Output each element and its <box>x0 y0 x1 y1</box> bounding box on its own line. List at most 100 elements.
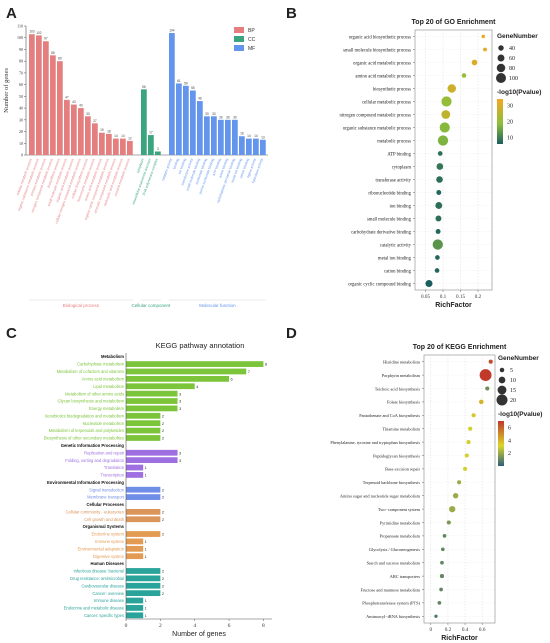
c-bar <box>126 368 247 375</box>
a-bar-value-label: 80 <box>58 57 62 61</box>
a-bar-value-label: 3 <box>157 147 159 151</box>
a-y-tick-label: 110 <box>17 24 23 29</box>
dot-point <box>463 466 468 471</box>
panel-label-a: A <box>6 5 17 22</box>
dot-term-label: organic acid biosynthetic process <box>349 35 411 40</box>
dot-term-label: nitrogen compound metabolic process <box>340 113 412 118</box>
dot-point <box>437 151 443 156</box>
c-x-tick-label: 6 <box>228 623 231 629</box>
dot-point <box>439 587 443 592</box>
dot-x-axis-title: RichFactor <box>435 302 472 309</box>
dot-color-legend-label: 4 <box>508 438 511 444</box>
dot-plot-frame <box>423 354 496 624</box>
dot-term-label: small molecule binding <box>367 217 412 222</box>
c-bar <box>126 390 178 397</box>
a-y-tick-label: 0 <box>21 153 23 158</box>
dot-size-legend-dot <box>497 385 507 395</box>
a-bar <box>225 119 231 155</box>
a-group-label: Molecular function <box>199 303 236 308</box>
dot-point <box>434 268 440 273</box>
c-bar-value-label: 7 <box>248 369 251 374</box>
dot-term-label: Starch and sucrose metabolism <box>367 561 421 566</box>
dot-point <box>441 96 452 107</box>
c-bar <box>126 590 161 597</box>
dot-point <box>485 386 490 391</box>
dot-term-label: Phosphotransferase system (PTS) <box>362 601 420 606</box>
a-bar-value-label: 18 <box>107 129 111 133</box>
a-category-label: ligase activity <box>246 158 257 179</box>
dot-point <box>425 279 433 288</box>
dot-size-legend-title: GeneNumber <box>497 33 538 40</box>
dot-point <box>449 505 456 513</box>
c-row-label: Energy metabolism <box>89 406 125 411</box>
a-category-label: cation binding <box>239 158 250 179</box>
a-bar <box>57 61 63 155</box>
dot-point <box>440 560 444 565</box>
a-bar <box>246 138 252 155</box>
a-y-tick-label: 70 <box>19 70 23 75</box>
dot-term-label: Propanoate metabolism <box>380 534 421 539</box>
a-bar-value-label: 33 <box>205 112 209 116</box>
dot-color-bar <box>497 99 503 144</box>
c-row-label: Glycan biosynthesis and metabolism <box>58 399 125 404</box>
dot-term-label: Two−component system <box>378 507 421 512</box>
a-bar-value-label: 33 <box>86 112 90 116</box>
dot-size-legend-dot <box>496 73 506 83</box>
dot-term-label: transferase activity <box>375 178 411 183</box>
c-row-label: Membrane transport <box>87 495 125 500</box>
a-category-label: ATP binding <box>212 158 222 177</box>
c-row-label: Cancer: specific types <box>84 613 124 618</box>
c-row-label: Metabolism of cofactors and vitamins <box>57 369 124 374</box>
c-row-label: Digestive system <box>93 554 125 559</box>
a-bar <box>127 140 133 155</box>
dot-term-label: ABC transporters <box>390 574 421 579</box>
a-bar-value-label: 104 <box>169 29 175 33</box>
panel-a-go-bar-chart: 0 10 20 30 40 50 60 70 80 90 100 110 Number of genes… <box>3 24 268 308</box>
a-bar-value-label: 40 <box>79 104 83 108</box>
a-legend-swatch <box>234 27 244 33</box>
a-category-label: binding <box>172 158 180 170</box>
a-bar-value-label: 46 <box>198 97 202 101</box>
dot-point <box>471 413 476 418</box>
c-bar-value-label: 2 <box>162 569 165 574</box>
c-bar-value-label: 4 <box>196 384 199 389</box>
a-bar-value-label: 61 <box>177 79 181 83</box>
c-bar <box>126 568 161 574</box>
dot-point <box>471 59 478 66</box>
c-bar <box>126 516 161 523</box>
a-bar <box>155 151 161 155</box>
dot-size-legend-dot <box>498 376 506 384</box>
c-bar-value-label: 2 <box>162 532 165 537</box>
dot-term-label: ribonucleotide binding <box>368 191 411 196</box>
dot-point <box>447 84 456 93</box>
c-bar <box>126 575 161 582</box>
dot-term-label: ion binding <box>390 204 412 209</box>
c-bar <box>126 383 195 390</box>
dot-point <box>442 534 447 538</box>
a-y-tick-label: 10 <box>19 141 23 146</box>
c-bar-value-label: 2 <box>162 517 165 522</box>
a-bar-value-label: 103 <box>29 30 35 34</box>
c-bar-value-label: 1 <box>145 606 148 611</box>
a-bar <box>92 123 98 155</box>
a-bar <box>113 138 119 155</box>
dot-term-label: Terpenoid backbone biosynthesis <box>363 480 421 485</box>
a-bar <box>78 108 84 155</box>
a-bar-value-label: 97 <box>44 37 48 41</box>
a-bar-value-label: 13 <box>261 135 265 139</box>
a-bar <box>64 99 70 155</box>
c-row-label: Cancer: overview <box>92 591 124 596</box>
dot-point <box>436 190 442 195</box>
c-bar-value-label: 1 <box>145 613 148 618</box>
dot-point <box>452 492 459 499</box>
c-row-label: Cell growth and death <box>84 517 125 522</box>
a-bar-value-label: 30 <box>226 115 230 119</box>
a-bar-value-label: 55 <box>191 86 195 90</box>
dot-term-label: Peptidoglycan biosynthesis <box>373 453 420 458</box>
c-x-axis-title: Number of genes <box>172 631 226 638</box>
dot-x-tick-label: 0.2 <box>475 294 482 300</box>
dot-size-legend-dot <box>499 367 505 373</box>
dot-term-label: Teichoic acid biosynthesis <box>375 386 421 391</box>
c-row-label: Drug resistance: antimicrobial <box>70 576 124 581</box>
